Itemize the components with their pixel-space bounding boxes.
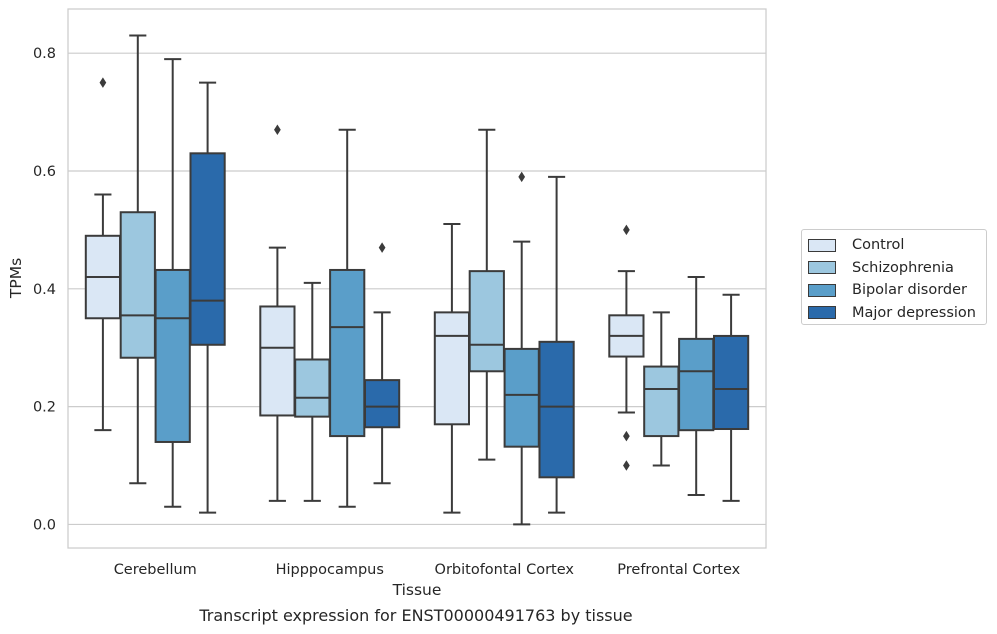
box-iqr — [538, 340, 575, 479]
legend-label: Control — [852, 237, 905, 254]
box-iqr — [259, 305, 296, 417]
legend-item-control: Control — [808, 234, 986, 257]
x-tick-label: Orbitofontal Cortex — [435, 562, 575, 578]
x-tick-label: Prefrontal Cortex — [617, 562, 740, 578]
box-2-3 — [538, 175, 575, 514]
legend-item-schizophrenia: Schizophrenia — [808, 257, 986, 280]
box-1-1 — [294, 281, 331, 502]
box-0-0 — [84, 77, 122, 432]
x-axis-label: Tissue — [392, 581, 442, 599]
legend-item-bipolar-disorder: Bipolar disorder — [808, 279, 986, 302]
y-tick-label: 0.0 — [33, 517, 56, 533]
legend-swatch — [808, 283, 836, 297]
box-0-3 — [189, 81, 226, 514]
plot-frame — [67, 8, 767, 549]
legend-label: Major depression — [852, 304, 976, 321]
legend-item-major-depression: Major depression — [808, 302, 986, 325]
box-iqr — [189, 152, 226, 346]
box-iqr — [119, 211, 156, 359]
y-axis-label: TPMs — [7, 258, 25, 299]
x-tick-labels: Cerebellum Hipppocampus Orbitofontal Corte… — [114, 562, 741, 578]
box-iqr — [294, 358, 331, 418]
box-2-0 — [433, 223, 471, 514]
y-tick-label: 0.2 — [33, 400, 56, 416]
y-tick-label: 0.6 — [33, 164, 56, 180]
box-iqr — [154, 268, 191, 443]
box-2-2 — [503, 171, 540, 526]
box-3-0 — [608, 224, 645, 471]
figure-caption: Transcript expression for ENST0000049176… — [199, 606, 633, 625]
box-iqr — [643, 365, 680, 438]
outlier-point — [378, 242, 386, 253]
legend-label: Bipolar disorder — [852, 282, 967, 299]
box-iqr — [503, 347, 540, 448]
y-tick-labels: 0.0 0.2 0.4 0.6 0.8 — [33, 46, 56, 533]
box-3-1 — [643, 311, 680, 467]
box-3-2 — [678, 276, 715, 496]
outlier-point — [99, 77, 107, 88]
outlier-point — [623, 224, 630, 236]
legend-swatch — [808, 261, 836, 275]
legend-label: Schizophrenia — [852, 259, 954, 276]
outlier-point — [518, 171, 526, 183]
outlier-point — [623, 430, 630, 442]
x-tick-label: Cerebellum — [114, 562, 197, 578]
legend: Control Schizophrenia Bipolar disorder M… — [801, 229, 987, 325]
outlier-point — [274, 124, 281, 136]
x-tick-label: Hipppocampus — [276, 562, 384, 578]
box-1-2 — [329, 128, 366, 508]
box-iqr — [329, 268, 366, 438]
y-tick-label: 0.4 — [33, 282, 56, 298]
box-plots — [84, 34, 750, 526]
box-1-3 — [363, 242, 401, 485]
legend-swatch — [808, 238, 836, 252]
box-iqr — [468, 270, 505, 373]
box-0-1 — [119, 34, 156, 485]
box-iqr — [363, 379, 401, 429]
y-tick-label: 0.8 — [33, 46, 56, 62]
box-1-0 — [259, 124, 296, 502]
box-3-3 — [712, 293, 750, 502]
legend-swatch — [808, 306, 836, 320]
outlier-point — [623, 460, 630, 471]
box-iqr — [433, 311, 471, 426]
box-2-1 — [468, 128, 505, 461]
box-0-2 — [154, 58, 191, 508]
box-iqr — [678, 337, 715, 432]
box-iqr — [712, 334, 750, 431]
